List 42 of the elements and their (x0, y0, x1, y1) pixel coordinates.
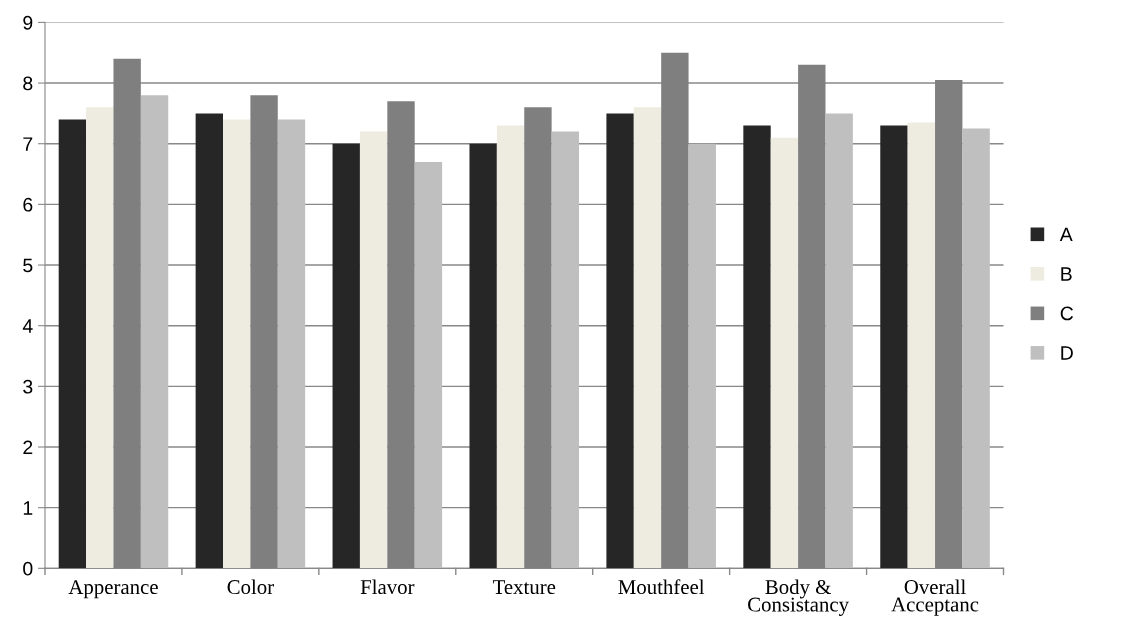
x-tick-label: Body & Consistancy (748, 579, 849, 616)
y-tick-label: 6 (23, 197, 33, 212)
y-tick-label: 8 (23, 76, 33, 91)
x-tick-label: Mouthfeel (618, 579, 705, 595)
legend-label: B (1061, 267, 1072, 281)
y-tick-label: 1 (23, 501, 33, 515)
y-tick-label: 2 (23, 440, 33, 455)
bar (414, 161, 443, 569)
bar (496, 125, 525, 569)
bar (277, 119, 306, 569)
bar (551, 131, 580, 569)
y-tick-label: 0 (23, 561, 33, 576)
bar (195, 113, 224, 569)
x-tick-label: Texture (492, 580, 556, 595)
x-tick-label: Flavor (360, 579, 415, 595)
bar (606, 113, 634, 569)
bar (140, 95, 169, 569)
legend-label: D (1061, 346, 1073, 360)
x-tick-label: Apperance (68, 580, 158, 599)
bar (743, 125, 771, 569)
x-tick-label: Overall Acceptanc (891, 579, 979, 616)
x-tick-label: Color (227, 579, 274, 595)
bar (223, 119, 251, 569)
y-tick-label: 4 (22, 319, 33, 333)
y-tick-label: 9 (23, 15, 33, 30)
bar (633, 107, 662, 569)
bar (770, 137, 799, 569)
bar (58, 119, 87, 569)
y-tick-label: 7 (23, 137, 33, 151)
legend-label: A (1059, 227, 1073, 242)
bar (907, 122, 936, 569)
y-tick-label: 5 (23, 258, 33, 273)
bar (86, 107, 114, 569)
bar (359, 131, 388, 569)
bar (962, 128, 990, 569)
legend-label: C (1060, 306, 1074, 321)
y-tick-label: 3 (23, 379, 33, 394)
bar (825, 113, 853, 569)
bar (332, 143, 360, 569)
bar (880, 125, 908, 569)
bar (469, 143, 497, 569)
bar (688, 143, 716, 569)
